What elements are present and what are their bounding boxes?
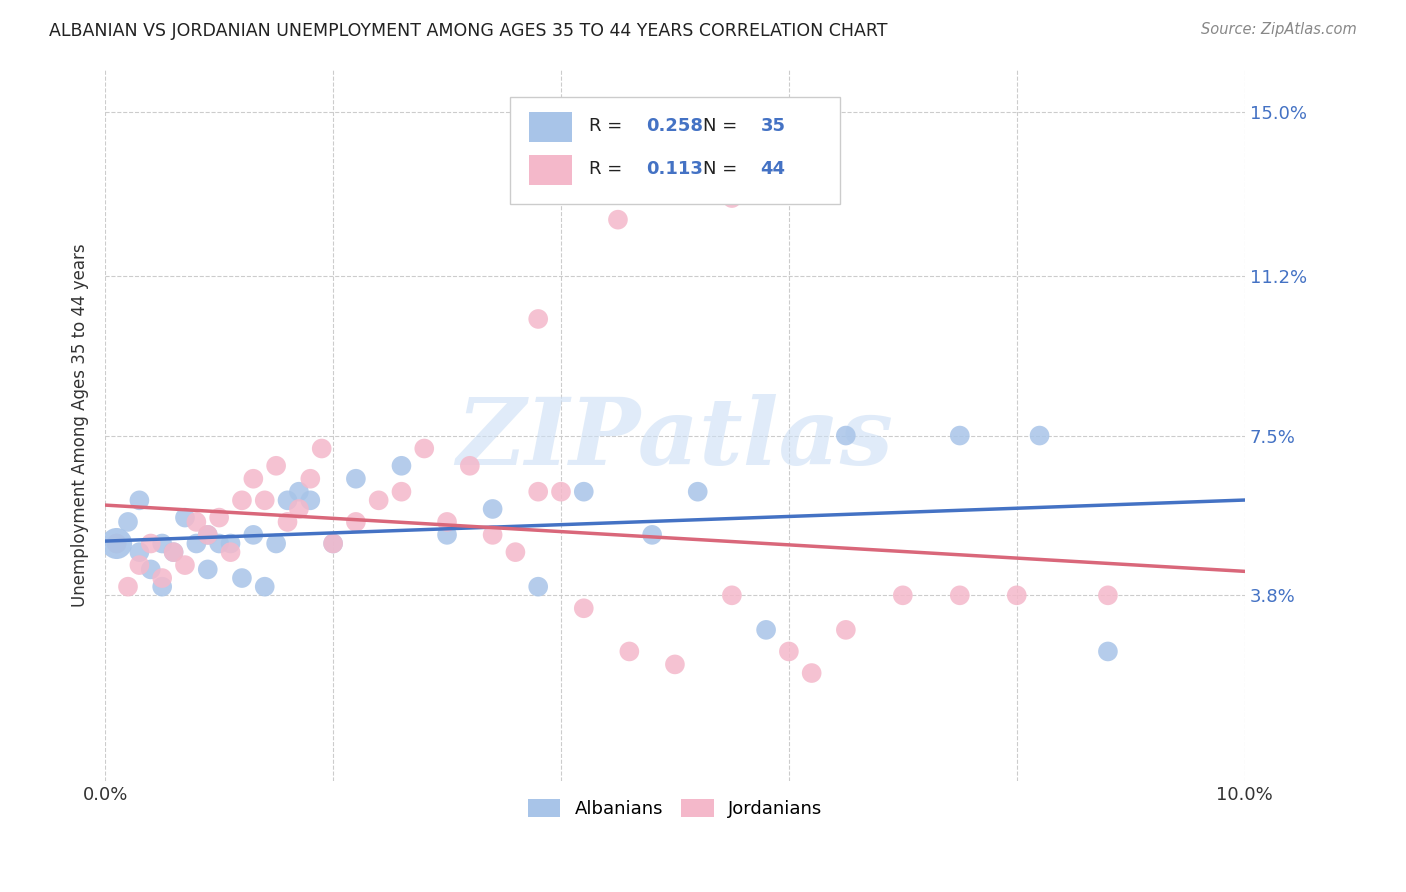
Point bbox=[150, 536, 173, 550]
Point bbox=[391, 484, 413, 499]
Point bbox=[721, 191, 744, 205]
Point bbox=[686, 484, 709, 499]
Point bbox=[162, 545, 184, 559]
Text: 44: 44 bbox=[761, 160, 786, 178]
Point bbox=[219, 545, 242, 559]
Point bbox=[276, 493, 298, 508]
Y-axis label: Unemployment Among Ages 35 to 44 years: Unemployment Among Ages 35 to 44 years bbox=[72, 243, 89, 607]
Text: ZIPatlas: ZIPatlas bbox=[457, 394, 893, 484]
Point bbox=[197, 562, 219, 576]
Point bbox=[891, 588, 914, 602]
Point bbox=[288, 502, 311, 516]
Point bbox=[949, 428, 972, 442]
Point bbox=[835, 623, 858, 637]
Point bbox=[253, 493, 276, 508]
Point bbox=[1097, 644, 1119, 658]
Point bbox=[436, 515, 458, 529]
Point bbox=[367, 493, 389, 508]
Text: Source: ZipAtlas.com: Source: ZipAtlas.com bbox=[1201, 22, 1357, 37]
Point bbox=[550, 484, 572, 499]
Point bbox=[344, 515, 367, 529]
Legend: Albanians, Jordanians: Albanians, Jordanians bbox=[520, 791, 830, 825]
Point bbox=[1028, 428, 1050, 442]
Point bbox=[150, 580, 173, 594]
Point bbox=[800, 666, 823, 681]
Point bbox=[219, 536, 242, 550]
Point bbox=[391, 458, 413, 473]
Point bbox=[322, 536, 344, 550]
Text: N =: N = bbox=[703, 117, 744, 136]
Point bbox=[505, 545, 527, 559]
Point bbox=[527, 580, 550, 594]
Point bbox=[949, 588, 972, 602]
Text: R =: R = bbox=[589, 117, 628, 136]
Point bbox=[117, 580, 139, 594]
Point bbox=[186, 515, 208, 529]
Point bbox=[242, 472, 264, 486]
Point bbox=[413, 442, 436, 456]
Point bbox=[458, 458, 481, 473]
Point bbox=[299, 493, 322, 508]
Point bbox=[322, 536, 344, 550]
Text: 0.258: 0.258 bbox=[647, 117, 703, 136]
Point bbox=[288, 484, 311, 499]
Point bbox=[197, 528, 219, 542]
Point bbox=[186, 536, 208, 550]
Point bbox=[162, 545, 184, 559]
Point bbox=[264, 536, 287, 550]
Point bbox=[641, 528, 664, 542]
Point bbox=[436, 528, 458, 542]
Point bbox=[105, 536, 128, 550]
Point bbox=[721, 588, 744, 602]
Point bbox=[778, 644, 800, 658]
FancyBboxPatch shape bbox=[529, 112, 572, 142]
Point bbox=[128, 558, 150, 573]
Point bbox=[311, 442, 333, 456]
Point bbox=[264, 458, 287, 473]
Point bbox=[572, 601, 595, 615]
Point bbox=[242, 528, 264, 542]
Point bbox=[174, 510, 197, 524]
Text: 35: 35 bbox=[761, 117, 786, 136]
Point bbox=[231, 571, 253, 585]
Point bbox=[664, 657, 686, 672]
Point bbox=[253, 580, 276, 594]
Point bbox=[139, 562, 162, 576]
Point bbox=[481, 528, 503, 542]
Point bbox=[607, 212, 630, 227]
Point bbox=[344, 472, 367, 486]
Point bbox=[174, 558, 197, 573]
Point bbox=[128, 545, 150, 559]
Point bbox=[755, 623, 778, 637]
Point bbox=[619, 644, 641, 658]
Point bbox=[105, 536, 128, 550]
Point bbox=[835, 428, 858, 442]
Point bbox=[117, 515, 139, 529]
Point bbox=[481, 502, 503, 516]
Point bbox=[208, 536, 231, 550]
Point bbox=[1005, 588, 1028, 602]
Point bbox=[105, 536, 128, 550]
Point bbox=[150, 571, 173, 585]
FancyBboxPatch shape bbox=[529, 154, 572, 185]
Point bbox=[299, 472, 322, 486]
FancyBboxPatch shape bbox=[510, 97, 841, 204]
Text: N =: N = bbox=[703, 160, 744, 178]
Point bbox=[197, 528, 219, 542]
Text: ALBANIAN VS JORDANIAN UNEMPLOYMENT AMONG AGES 35 TO 44 YEARS CORRELATION CHART: ALBANIAN VS JORDANIAN UNEMPLOYMENT AMONG… bbox=[49, 22, 887, 40]
Point bbox=[1097, 588, 1119, 602]
Point bbox=[139, 536, 162, 550]
Point bbox=[231, 493, 253, 508]
Point bbox=[527, 484, 550, 499]
Point bbox=[128, 493, 150, 508]
Point bbox=[572, 484, 595, 499]
Point bbox=[527, 312, 550, 326]
Text: 0.113: 0.113 bbox=[647, 160, 703, 178]
Point bbox=[208, 510, 231, 524]
Point bbox=[276, 515, 298, 529]
Text: R =: R = bbox=[589, 160, 628, 178]
